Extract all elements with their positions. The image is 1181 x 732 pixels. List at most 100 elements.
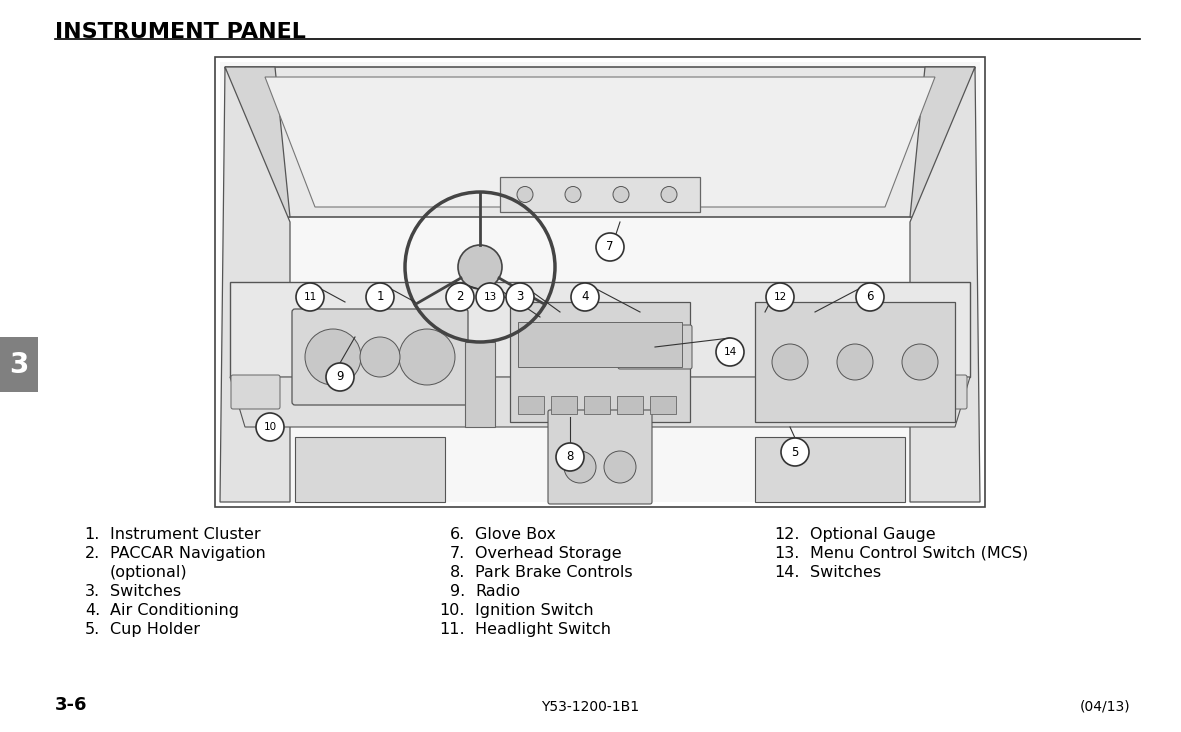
Polygon shape: [295, 437, 445, 502]
FancyBboxPatch shape: [650, 396, 676, 414]
Circle shape: [766, 283, 794, 311]
Circle shape: [476, 283, 504, 311]
FancyBboxPatch shape: [215, 57, 985, 507]
Circle shape: [661, 187, 677, 203]
Text: Air Conditioning: Air Conditioning: [110, 603, 239, 618]
Circle shape: [556, 443, 583, 471]
Circle shape: [565, 187, 581, 203]
Text: 9.: 9.: [450, 584, 465, 599]
FancyBboxPatch shape: [0, 337, 38, 392]
FancyBboxPatch shape: [518, 396, 544, 414]
Text: Overhead Storage: Overhead Storage: [475, 546, 621, 561]
Text: 10.: 10.: [439, 603, 465, 618]
Circle shape: [517, 187, 533, 203]
Circle shape: [305, 329, 361, 385]
Text: Switches: Switches: [110, 584, 181, 599]
Text: 7: 7: [606, 241, 614, 253]
Polygon shape: [226, 67, 291, 217]
Circle shape: [399, 329, 455, 385]
FancyBboxPatch shape: [918, 375, 967, 409]
Text: 1.: 1.: [85, 527, 100, 542]
Text: Park Brake Controls: Park Brake Controls: [475, 565, 633, 580]
FancyBboxPatch shape: [518, 322, 681, 367]
Text: Headlight Switch: Headlight Switch: [475, 622, 611, 637]
Polygon shape: [911, 67, 976, 217]
FancyBboxPatch shape: [583, 396, 611, 414]
Circle shape: [570, 283, 599, 311]
Text: Switches: Switches: [810, 565, 881, 580]
Polygon shape: [230, 282, 970, 377]
Text: 5.: 5.: [85, 622, 100, 637]
Circle shape: [772, 344, 808, 380]
Text: Menu Control Switch (MCS): Menu Control Switch (MCS): [810, 546, 1029, 561]
Circle shape: [837, 344, 873, 380]
Circle shape: [603, 451, 637, 483]
Polygon shape: [230, 377, 970, 427]
Text: INSTRUMENT PANEL: INSTRUMENT PANEL: [56, 22, 306, 42]
Text: 11.: 11.: [439, 622, 465, 637]
Circle shape: [781, 438, 809, 466]
Text: 12.: 12.: [775, 527, 800, 542]
FancyBboxPatch shape: [465, 342, 495, 427]
Circle shape: [458, 245, 502, 289]
Text: 2.: 2.: [85, 546, 100, 561]
Circle shape: [326, 363, 354, 391]
Text: 13.: 13.: [775, 546, 800, 561]
FancyBboxPatch shape: [231, 375, 280, 409]
Text: Instrument Cluster: Instrument Cluster: [110, 527, 261, 542]
Text: Cup Holder: Cup Holder: [110, 622, 200, 637]
Text: 14: 14: [724, 347, 737, 357]
FancyBboxPatch shape: [510, 302, 690, 422]
Text: Ignition Switch: Ignition Switch: [475, 603, 594, 618]
Text: Radio: Radio: [475, 584, 520, 599]
Circle shape: [613, 187, 629, 203]
Text: 14.: 14.: [775, 565, 800, 580]
Text: 2: 2: [456, 291, 464, 304]
Circle shape: [360, 337, 400, 377]
Circle shape: [446, 283, 474, 311]
Text: 12: 12: [774, 292, 787, 302]
FancyBboxPatch shape: [500, 177, 700, 212]
Polygon shape: [265, 77, 935, 207]
Text: 6: 6: [866, 291, 874, 304]
Circle shape: [505, 283, 534, 311]
Polygon shape: [220, 62, 980, 502]
Polygon shape: [226, 67, 976, 217]
Text: PACCAR Navigation: PACCAR Navigation: [110, 546, 266, 561]
FancyBboxPatch shape: [552, 396, 578, 414]
Text: 1: 1: [377, 291, 384, 304]
Text: (optional): (optional): [110, 565, 188, 580]
Circle shape: [596, 233, 624, 261]
Text: 8: 8: [567, 450, 574, 463]
Circle shape: [565, 451, 596, 483]
Text: 10: 10: [263, 422, 276, 432]
FancyBboxPatch shape: [548, 410, 652, 504]
Text: 11: 11: [304, 292, 317, 302]
FancyBboxPatch shape: [616, 396, 642, 414]
Text: (04/13): (04/13): [1079, 700, 1130, 714]
Text: 3-6: 3-6: [56, 696, 87, 714]
FancyBboxPatch shape: [618, 325, 692, 369]
Text: 7.: 7.: [450, 546, 465, 561]
Circle shape: [716, 338, 744, 366]
Text: Optional Gauge: Optional Gauge: [810, 527, 935, 542]
Circle shape: [366, 283, 394, 311]
Circle shape: [902, 344, 938, 380]
FancyBboxPatch shape: [292, 309, 468, 405]
Polygon shape: [755, 437, 905, 502]
Text: 5: 5: [791, 446, 798, 458]
Circle shape: [256, 413, 283, 441]
Text: 4: 4: [581, 291, 589, 304]
Text: 6.: 6.: [450, 527, 465, 542]
Text: 8.: 8.: [450, 565, 465, 580]
Text: 3: 3: [516, 291, 523, 304]
Text: 9: 9: [337, 370, 344, 384]
Text: Y53-1200-1B1: Y53-1200-1B1: [541, 700, 639, 714]
Text: 4.: 4.: [85, 603, 100, 618]
Text: 3: 3: [9, 351, 28, 379]
Text: 13: 13: [483, 292, 497, 302]
Circle shape: [856, 283, 885, 311]
Polygon shape: [220, 67, 291, 502]
Text: Glove Box: Glove Box: [475, 527, 556, 542]
FancyBboxPatch shape: [755, 302, 955, 422]
